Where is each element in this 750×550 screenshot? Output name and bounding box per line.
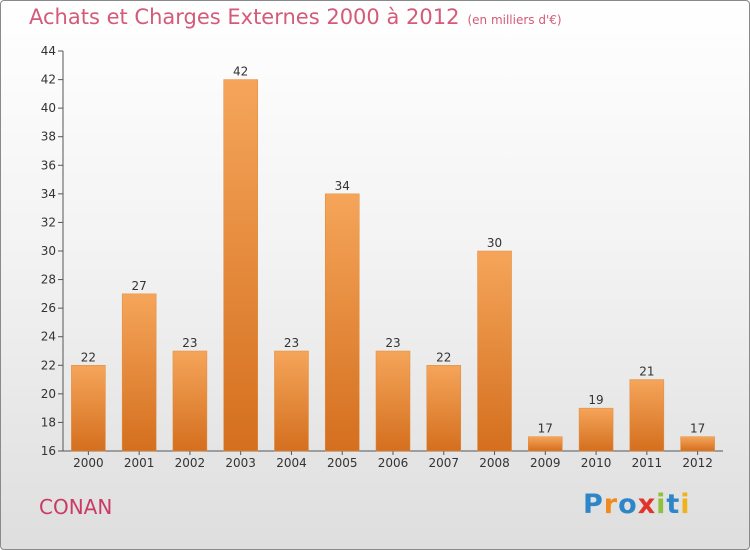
x-tick-label-2002: 2002 (175, 456, 206, 470)
x-tick-label-2001: 2001 (124, 456, 155, 470)
value-label-2007: 22 (436, 350, 451, 364)
y-tick-label: 34 (41, 187, 56, 201)
value-label-2010: 19 (588, 393, 603, 407)
bar-2008 (477, 250, 512, 452)
bar-2010 (578, 407, 614, 452)
logo-letter: i (656, 489, 667, 520)
logo-letter: P (583, 489, 604, 520)
x-tick-label-2004: 2004 (276, 456, 307, 470)
x-tick-label-2010: 2010 (581, 456, 612, 470)
value-label-2008: 30 (487, 236, 502, 250)
x-tick-label-2007: 2007 (428, 456, 459, 470)
value-label-2009: 17 (538, 422, 553, 436)
value-label-2000: 22 (81, 350, 96, 364)
value-label-2012: 17 (690, 422, 705, 436)
commune-name: CONAN (39, 495, 113, 519)
y-tick-label: 28 (41, 273, 56, 287)
logo-letter: x (637, 489, 657, 520)
x-tick-label-2003: 2003 (225, 456, 256, 470)
bar-2009 (528, 436, 563, 452)
y-tick-label: 24 (41, 330, 56, 344)
bar-2007 (426, 365, 462, 452)
chart-title-unit: (en milliers d'€) (467, 13, 562, 27)
logo-letter: i (680, 489, 691, 520)
x-tick-label-2000: 2000 (73, 456, 104, 470)
value-label-2002: 23 (182, 336, 197, 350)
chart-title: Achats et Charges Externes 2000 à 2012 (e… (29, 5, 562, 29)
y-tick-label: 44 (41, 44, 56, 58)
bar-2003 (223, 79, 258, 452)
value-label-2001: 27 (132, 279, 147, 293)
value-label-2006: 23 (385, 336, 400, 350)
x-tick-label-2006: 2006 (378, 456, 409, 470)
logo-letter: t (666, 489, 681, 520)
value-label-2004: 23 (284, 336, 299, 350)
bar-2000 (71, 365, 106, 452)
bar-2004 (274, 350, 309, 452)
value-labels: 22 27 23 42 23 34 23 22 30 17 19 21 17 (81, 65, 706, 436)
y-tick-label: 40 (41, 101, 56, 115)
bar-2005 (324, 193, 360, 452)
value-label-2003: 42 (233, 65, 248, 79)
x-tick-label-2005: 2005 (327, 456, 358, 470)
chart-title-main: Achats et Charges Externes 2000 à 2012 (29, 5, 460, 29)
bar-2012 (680, 436, 715, 452)
x-tick-label-2012: 2012 (682, 456, 713, 470)
x-tick-label-2008: 2008 (479, 456, 510, 470)
y-tick-label: 26 (41, 301, 56, 315)
y-tick-label: 36 (41, 158, 56, 172)
logo-letter: r (603, 489, 619, 520)
y-tick-label: 32 (41, 215, 56, 229)
bar-2001 (121, 293, 157, 452)
bar-2002 (172, 350, 208, 452)
y-tick-label: 30 (41, 244, 56, 258)
logo-letter: o (618, 489, 638, 520)
value-label-2011: 21 (639, 365, 654, 379)
bar-2006 (375, 350, 411, 452)
proxiti-logo: Proxiti (583, 489, 691, 520)
x-tick-label-2009: 2009 (530, 456, 561, 470)
y-tick-label: 18 (41, 415, 56, 429)
y-tick-label: 20 (41, 387, 56, 401)
value-label-2005: 34 (335, 179, 350, 193)
bar-2011 (629, 379, 665, 452)
x-tick-label-2011: 2011 (632, 456, 663, 470)
y-tick-label: 22 (41, 358, 56, 372)
y-tick-label: 16 (41, 444, 56, 458)
axes: 16 18 20 22 24 26 28 30 32 34 36 38 40 42 44 2000 2001 20… (41, 44, 723, 470)
y-tick-label: 38 (41, 130, 56, 144)
bars (71, 79, 715, 452)
y-tick-label: 42 (41, 73, 56, 87)
